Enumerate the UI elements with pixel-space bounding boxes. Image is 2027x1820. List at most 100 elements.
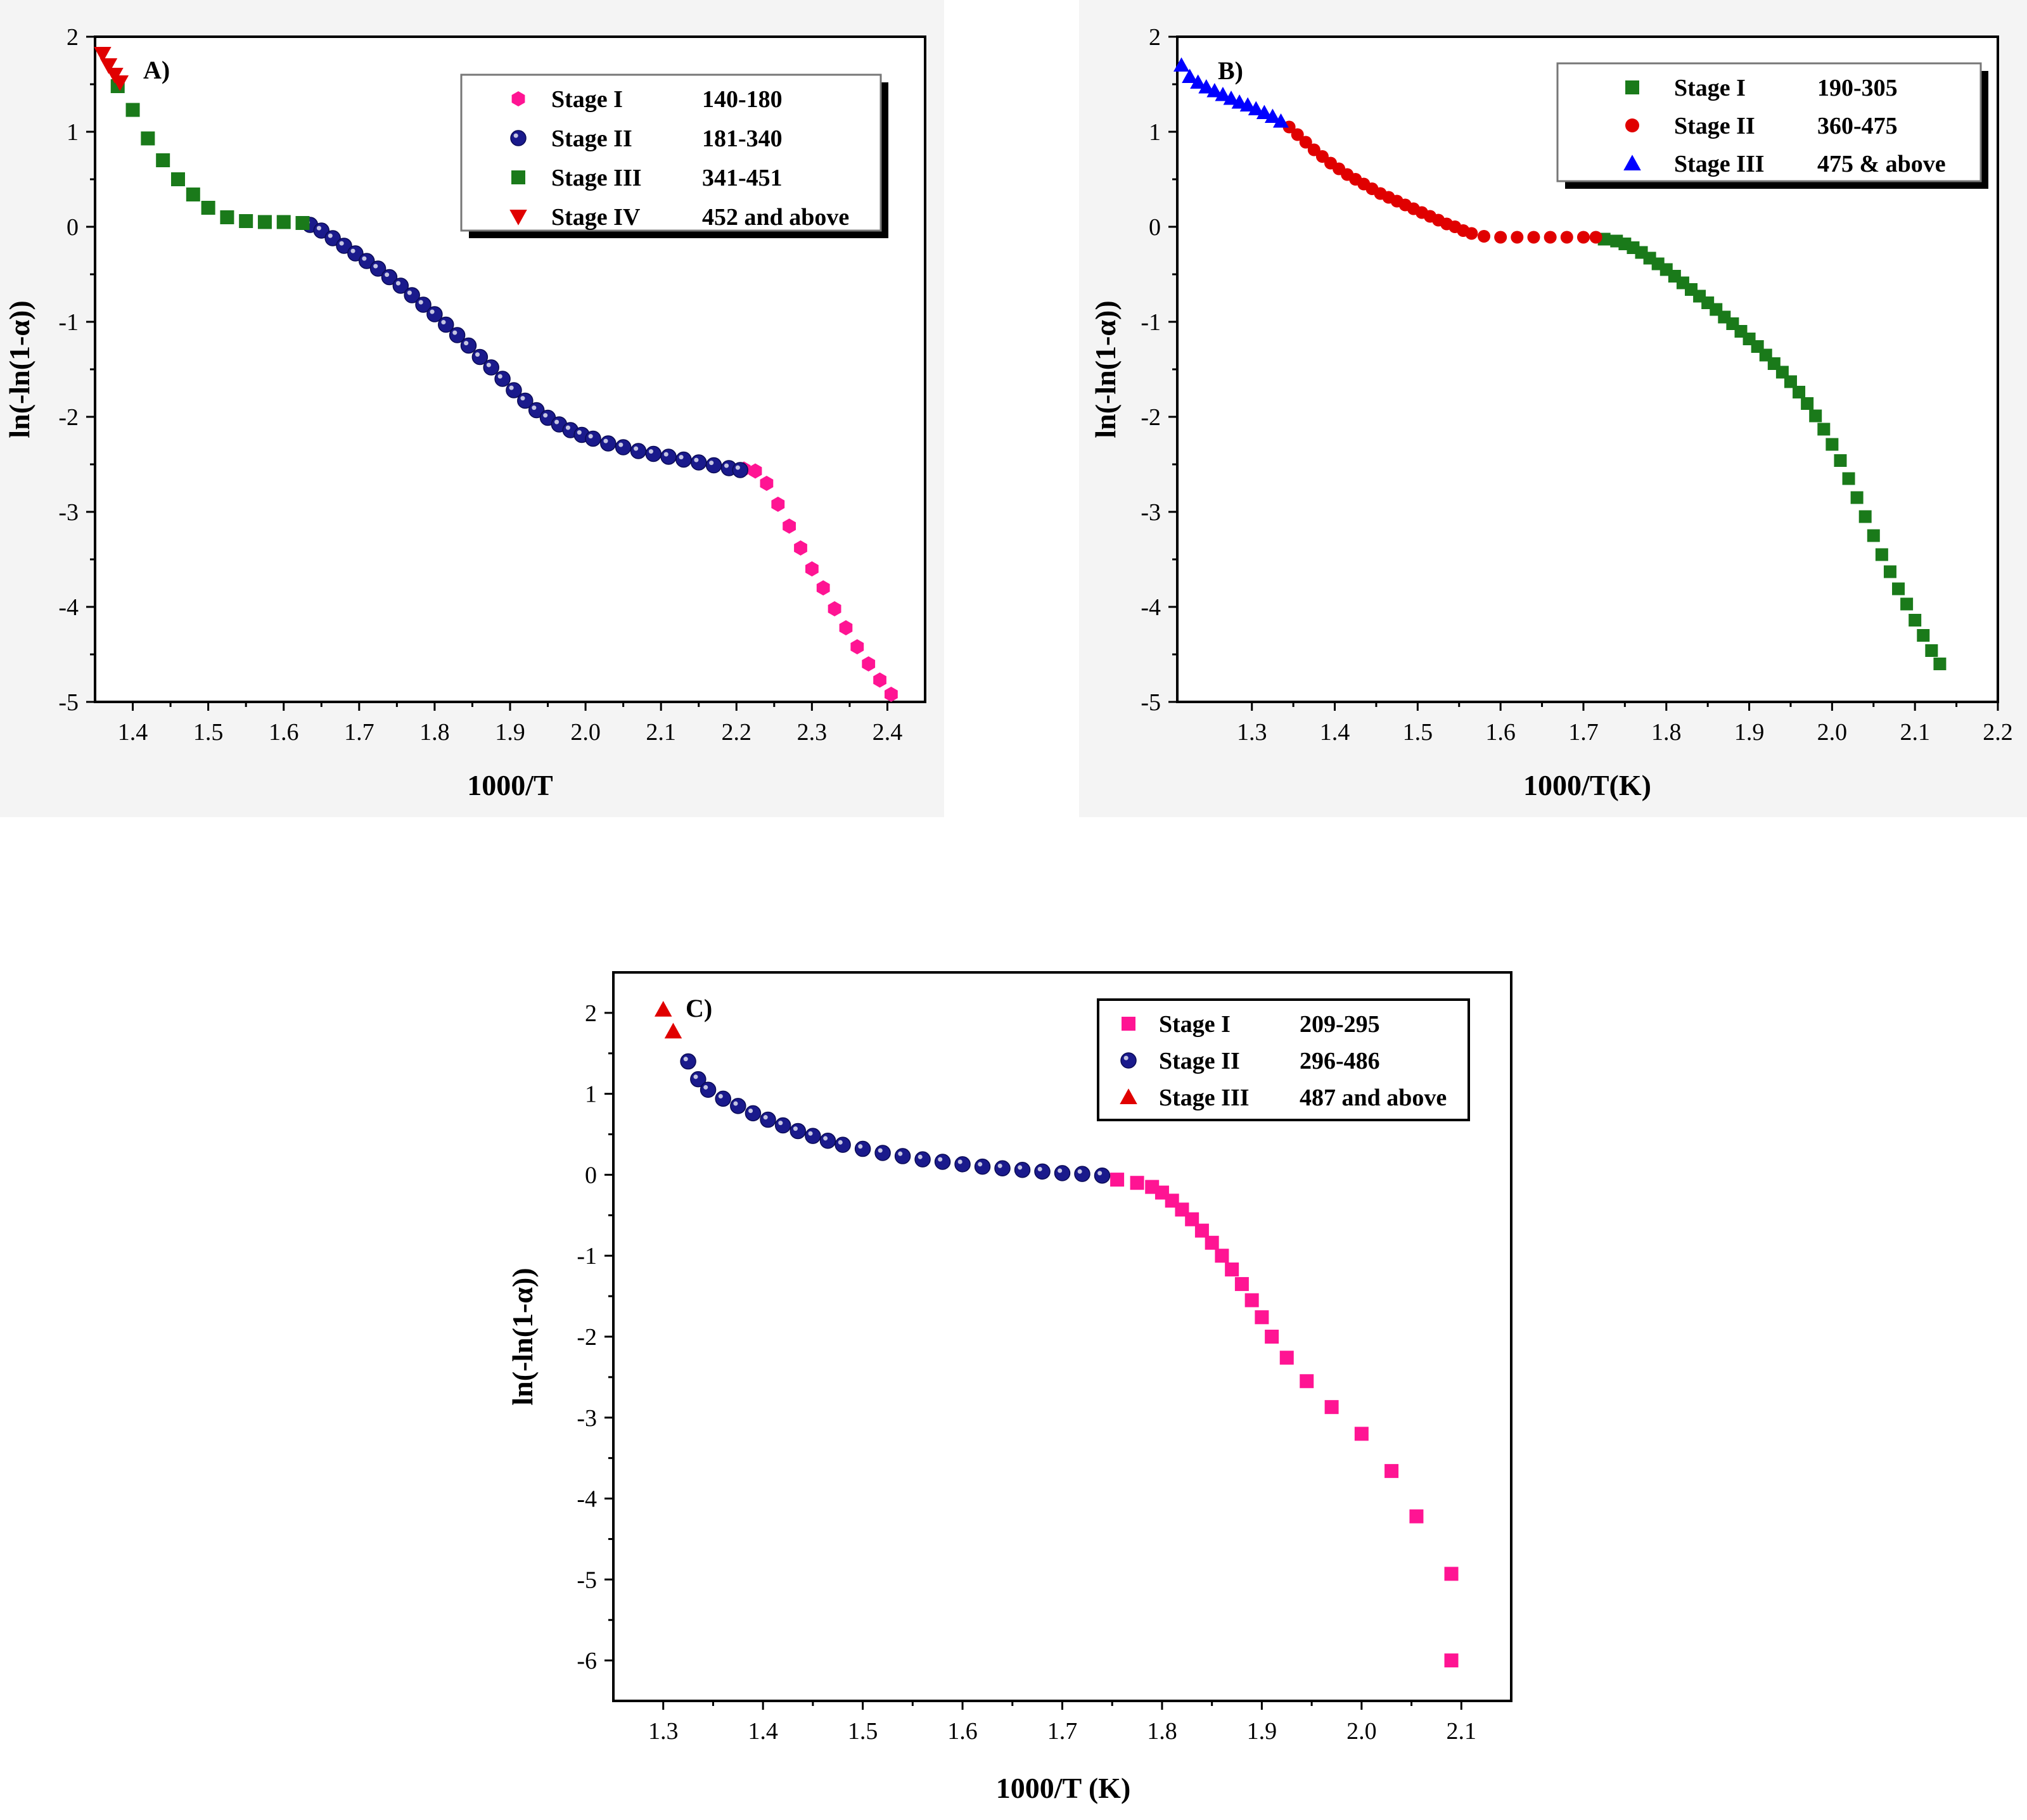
data-point — [783, 518, 796, 534]
data-point — [1793, 386, 1806, 398]
data-point — [483, 359, 499, 376]
x-tick-label: 1.8 — [1147, 1718, 1177, 1745]
x-tick-label: 2.1 — [646, 719, 676, 746]
y-tick-label: -5 — [58, 689, 79, 716]
data-point-highlight — [339, 241, 344, 246]
data-point — [645, 445, 662, 462]
legend-marker — [1122, 1017, 1135, 1031]
data-point — [1225, 1262, 1239, 1276]
data-point-highlight — [350, 248, 355, 253]
y-tick-label: -1 — [577, 1243, 597, 1270]
data-point-highlight — [464, 341, 469, 346]
data-point-highlight — [520, 396, 525, 401]
data-point-highlight — [978, 1162, 983, 1167]
series-stage-i — [1110, 1173, 1459, 1668]
data-point — [854, 1140, 871, 1157]
data-point-highlight — [373, 264, 378, 269]
data-point-highlight — [683, 1057, 688, 1062]
data-point — [1354, 1427, 1369, 1441]
legend-box — [1097, 998, 1470, 1121]
y-tick-label: 1 — [1149, 119, 1161, 146]
legend-entry-name: Stage III — [1159, 1085, 1250, 1111]
series-stage-iii — [654, 1001, 682, 1039]
panel-label: A) — [143, 56, 170, 84]
data-point-highlight — [395, 281, 400, 286]
data-point — [1511, 231, 1524, 244]
data-point-highlight — [997, 1163, 1002, 1168]
y-tick-label: -5 — [577, 1567, 597, 1593]
data-point — [894, 1148, 911, 1164]
x-tick-label: 1.7 — [344, 719, 374, 746]
x-tick-label: 1.4 — [118, 719, 148, 746]
x-tick-label: 1.5 — [193, 719, 224, 746]
data-point — [1264, 108, 1281, 123]
chart-panel-b: 1.3 1.4 1.5 1.6 1.7 1.8 1.9 2.0 2.1 2.2 2 1 0 -1 -2 -3 -… — [1079, 0, 2027, 817]
x-tick-label: 2.0 — [1817, 719, 1848, 746]
y-tick-label: -1 — [58, 309, 79, 336]
legend-entry-range: 140-180 — [702, 86, 783, 113]
data-point — [1933, 658, 1947, 670]
data-point — [771, 497, 785, 512]
legend-entry-range: 487 and above — [1300, 1085, 1447, 1111]
data-point — [914, 1151, 931, 1168]
series-stage-ii — [302, 217, 748, 478]
y-tick-label: 0 — [1149, 214, 1161, 241]
data-point — [1560, 231, 1573, 244]
data-point — [660, 449, 677, 465]
data-point — [276, 215, 291, 229]
data-point — [1034, 1163, 1051, 1180]
legend-entry-name: Stage II — [551, 125, 632, 152]
data-point — [1190, 74, 1206, 89]
x-tick-label: 1.7 — [1568, 719, 1599, 746]
data-point — [1223, 91, 1239, 105]
data-point-highlight — [1037, 1166, 1042, 1172]
legend-entry-range: 360-475 — [1817, 113, 1898, 139]
y-tick-label: 0 — [585, 1162, 597, 1188]
y-tick-label: -4 — [1141, 594, 1161, 621]
legend-marker — [1120, 1088, 1137, 1104]
legend-entry-range: 190-305 — [1817, 75, 1898, 101]
data-point-highlight — [858, 1144, 863, 1149]
x-axis-title: 1000/T(K) — [1523, 769, 1651, 801]
data-point-highlight — [778, 1121, 783, 1126]
data-point — [862, 656, 876, 671]
data-point — [805, 1128, 821, 1144]
x-tick-label: 1.9 — [495, 719, 525, 746]
data-point — [1130, 1176, 1144, 1190]
data-point — [1173, 57, 1190, 72]
data-point — [874, 1145, 891, 1161]
data-point-highlight — [735, 465, 740, 470]
data-point-highlight — [663, 452, 668, 457]
data-point-highlight — [793, 1126, 798, 1131]
data-point-highlight — [718, 1093, 723, 1099]
data-point — [1867, 529, 1880, 542]
data-point — [494, 371, 511, 387]
data-point — [816, 580, 830, 595]
data-point — [156, 153, 170, 167]
y-tick-label: 1 — [585, 1081, 597, 1108]
chart-panel-a: 1.4 1.5 1.6 1.7 1.8 1.9 2.0 2.1 2.2 2.3 2.4 2 1 0 -1 -2… — [0, 0, 944, 817]
legend: Stage I 209-295 Stage II 296-486 Stage III 48… — [1097, 998, 1470, 1121]
panel-label: C) — [686, 994, 712, 1022]
data-point — [790, 1123, 807, 1140]
data-point-highlight — [634, 446, 639, 451]
data-point — [1182, 68, 1198, 83]
data-point — [1826, 438, 1839, 451]
x-tick-label: 1.4 — [748, 1718, 778, 1745]
data-point — [850, 639, 864, 654]
data-point — [1215, 87, 1231, 101]
data-point-highlight — [898, 1151, 903, 1156]
data-point-highlight — [452, 330, 457, 335]
series-stage-ii — [680, 1053, 1111, 1184]
data-point-highlight — [603, 438, 608, 443]
y-tick-label: -2 — [1141, 404, 1161, 431]
x-tick-label: 2.1 — [1447, 1718, 1477, 1745]
data-point-highlight — [362, 256, 367, 261]
data-point-highlight — [748, 1108, 753, 1114]
data-point — [794, 540, 807, 556]
data-point — [760, 1111, 776, 1128]
x-tick-label: 2.2 — [1983, 719, 2013, 746]
data-point-highlight — [407, 290, 412, 295]
data-point — [745, 1105, 762, 1122]
